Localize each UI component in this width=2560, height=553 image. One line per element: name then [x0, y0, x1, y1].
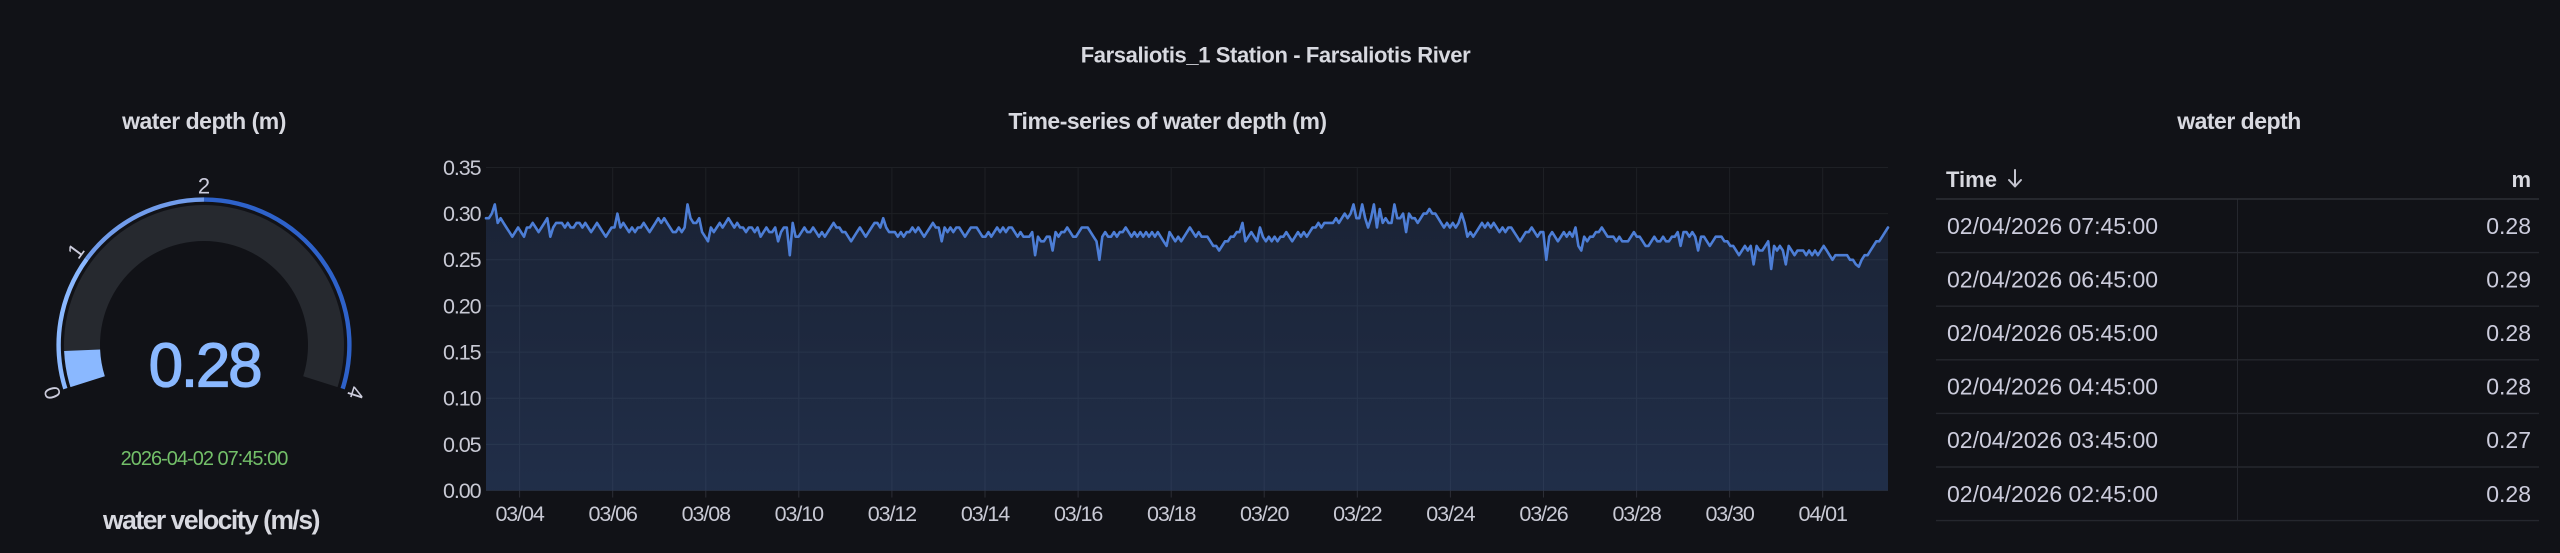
svg-text:Farsaliotis_1 Station - Farsal: Farsaliotis_1 Station - Farsaliotis Rive… [1081, 43, 1471, 68]
svg-text:03/22: 03/22 [1333, 502, 1381, 526]
svg-text:0.20: 0.20 [443, 294, 482, 318]
svg-text:0.30: 0.30 [443, 202, 482, 226]
svg-text:02/04/2026 07:45:00: 02/04/2026 07:45:00 [1947, 213, 2158, 239]
svg-text:03/04: 03/04 [495, 502, 544, 526]
svg-text:0.15: 0.15 [443, 341, 482, 365]
svg-text:02/04/2026 06:45:00: 02/04/2026 06:45:00 [1947, 266, 2158, 292]
svg-text:03/30: 03/30 [1705, 502, 1754, 526]
svg-text:03/08: 03/08 [682, 502, 731, 526]
svg-text:0.28: 0.28 [2486, 374, 2531, 400]
svg-text:03/12: 03/12 [868, 502, 916, 526]
svg-text:0.05: 0.05 [443, 433, 482, 457]
svg-text:Time: Time [1946, 167, 1997, 192]
svg-text:0.35: 0.35 [443, 156, 482, 180]
svg-text:03/20: 03/20 [1240, 502, 1289, 526]
svg-text:03/16: 03/16 [1054, 502, 1103, 526]
svg-text:02/04/2026 03:45:00: 02/04/2026 03:45:00 [1947, 427, 2158, 453]
svg-text:water depth (m): water depth (m) [121, 108, 286, 134]
svg-text:water depth: water depth [2176, 108, 2301, 134]
svg-text:0.25: 0.25 [443, 248, 482, 272]
svg-text:03/28: 03/28 [1612, 502, 1661, 526]
svg-text:m: m [2511, 167, 2531, 192]
svg-text:02/04/2026 05:45:00: 02/04/2026 05:45:00 [1947, 320, 2158, 346]
svg-text:03/24: 03/24 [1426, 502, 1475, 526]
svg-text:2026-04-02 07:45:00: 2026-04-02 07:45:00 [121, 448, 289, 470]
svg-text:03/18: 03/18 [1147, 502, 1196, 526]
svg-text:03/06: 03/06 [589, 502, 638, 526]
svg-text:04/01: 04/01 [1799, 502, 1847, 526]
svg-text:0.28: 0.28 [149, 332, 261, 401]
svg-text:0.27: 0.27 [2486, 427, 2531, 453]
svg-text:03/14: 03/14 [961, 502, 1010, 526]
svg-text:0.10: 0.10 [443, 387, 482, 411]
svg-text:0.29: 0.29 [2486, 266, 2531, 292]
svg-text:03/26: 03/26 [1519, 502, 1568, 526]
svg-text:2: 2 [198, 174, 210, 199]
svg-text:02/04/2026 04:45:00: 02/04/2026 04:45:00 [1947, 374, 2158, 400]
svg-text:Time-series of water depth (m): Time-series of water depth (m) [1008, 108, 1326, 134]
svg-text:02/04/2026 02:45:00: 02/04/2026 02:45:00 [1947, 481, 2158, 507]
svg-text:0.00: 0.00 [443, 479, 482, 503]
svg-text:0.28: 0.28 [2486, 481, 2531, 507]
svg-text:0.28: 0.28 [2486, 213, 2531, 239]
svg-text:0.28: 0.28 [2486, 320, 2531, 346]
svg-text:03/10: 03/10 [775, 502, 824, 526]
svg-text:water velocity (m/s): water velocity (m/s) [102, 505, 320, 535]
